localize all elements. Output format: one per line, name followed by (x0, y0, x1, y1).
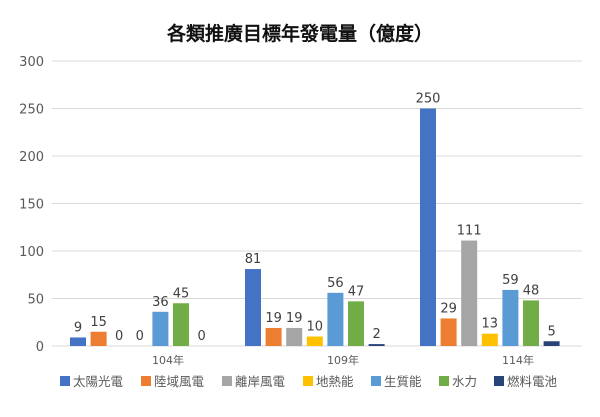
bar (306, 336, 323, 346)
bar (90, 331, 107, 346)
bar (348, 301, 364, 346)
data-label: 48 (523, 283, 540, 298)
legend-label: 水力 (452, 374, 477, 389)
data-label: 111 (457, 224, 482, 239)
bar (245, 269, 261, 346)
bar (543, 341, 560, 346)
data-label: 19 (265, 311, 282, 326)
data-label: 5 (547, 324, 555, 339)
data-label: 250 (416, 92, 441, 107)
bar (523, 300, 539, 346)
legend-label: 生質能 (384, 374, 422, 389)
data-label: 47 (348, 284, 365, 299)
data-label: 36 (152, 295, 169, 310)
data-label: 19 (286, 311, 303, 326)
bar (420, 108, 436, 346)
data-label: 81 (245, 252, 262, 267)
bar (173, 303, 189, 346)
data-label: 2 (372, 327, 380, 342)
legend-label: 太陽光電 (73, 374, 124, 389)
legend-swatch (303, 376, 313, 386)
legend-swatch (439, 376, 449, 386)
data-label: 45 (173, 286, 190, 301)
legend-label: 燃料電池 (507, 374, 558, 389)
y-tick-label: 250 (19, 103, 44, 118)
y-tick-label: 150 (19, 198, 44, 213)
legend-label: 地熱能 (316, 374, 354, 389)
data-label: 59 (502, 273, 519, 288)
data-label: 0 (115, 329, 123, 344)
bar (440, 318, 457, 346)
legend-swatch (141, 376, 151, 386)
bar (327, 292, 344, 346)
data-label: 15 (90, 315, 107, 330)
legend-label: 陸域風電 (154, 374, 205, 389)
bar (152, 311, 169, 346)
y-tick-label: 50 (27, 293, 44, 308)
bar (481, 333, 498, 346)
data-label: 0 (197, 329, 205, 344)
x-tick-label: 114年 (502, 353, 534, 367)
bar (461, 240, 478, 346)
y-tick-label: 100 (19, 245, 44, 260)
legend-swatch (371, 376, 381, 386)
legend-swatch (222, 376, 232, 386)
y-tick-label: 300 (19, 55, 44, 70)
x-tick-label: 104年 (152, 353, 184, 367)
data-label: 9 (74, 320, 82, 335)
chart-title: 各類推廣目標年發電量（億度） (166, 22, 433, 45)
bar (368, 344, 385, 346)
legend-label: 離岸風電 (235, 374, 286, 389)
y-tick-label: 0 (36, 340, 44, 355)
data-label: 13 (482, 317, 499, 332)
x-tick-label: 109年 (327, 353, 359, 367)
data-label: 56 (327, 276, 344, 291)
y-tick-label: 200 (19, 150, 44, 165)
bar (70, 337, 86, 346)
legend-swatch (494, 376, 504, 386)
legend-swatch (60, 376, 70, 386)
data-label: 10 (307, 320, 324, 335)
data-label: 29 (440, 301, 457, 316)
bar (502, 289, 519, 346)
bar (265, 327, 282, 346)
bar (286, 327, 303, 346)
data-label: 0 (136, 329, 144, 344)
